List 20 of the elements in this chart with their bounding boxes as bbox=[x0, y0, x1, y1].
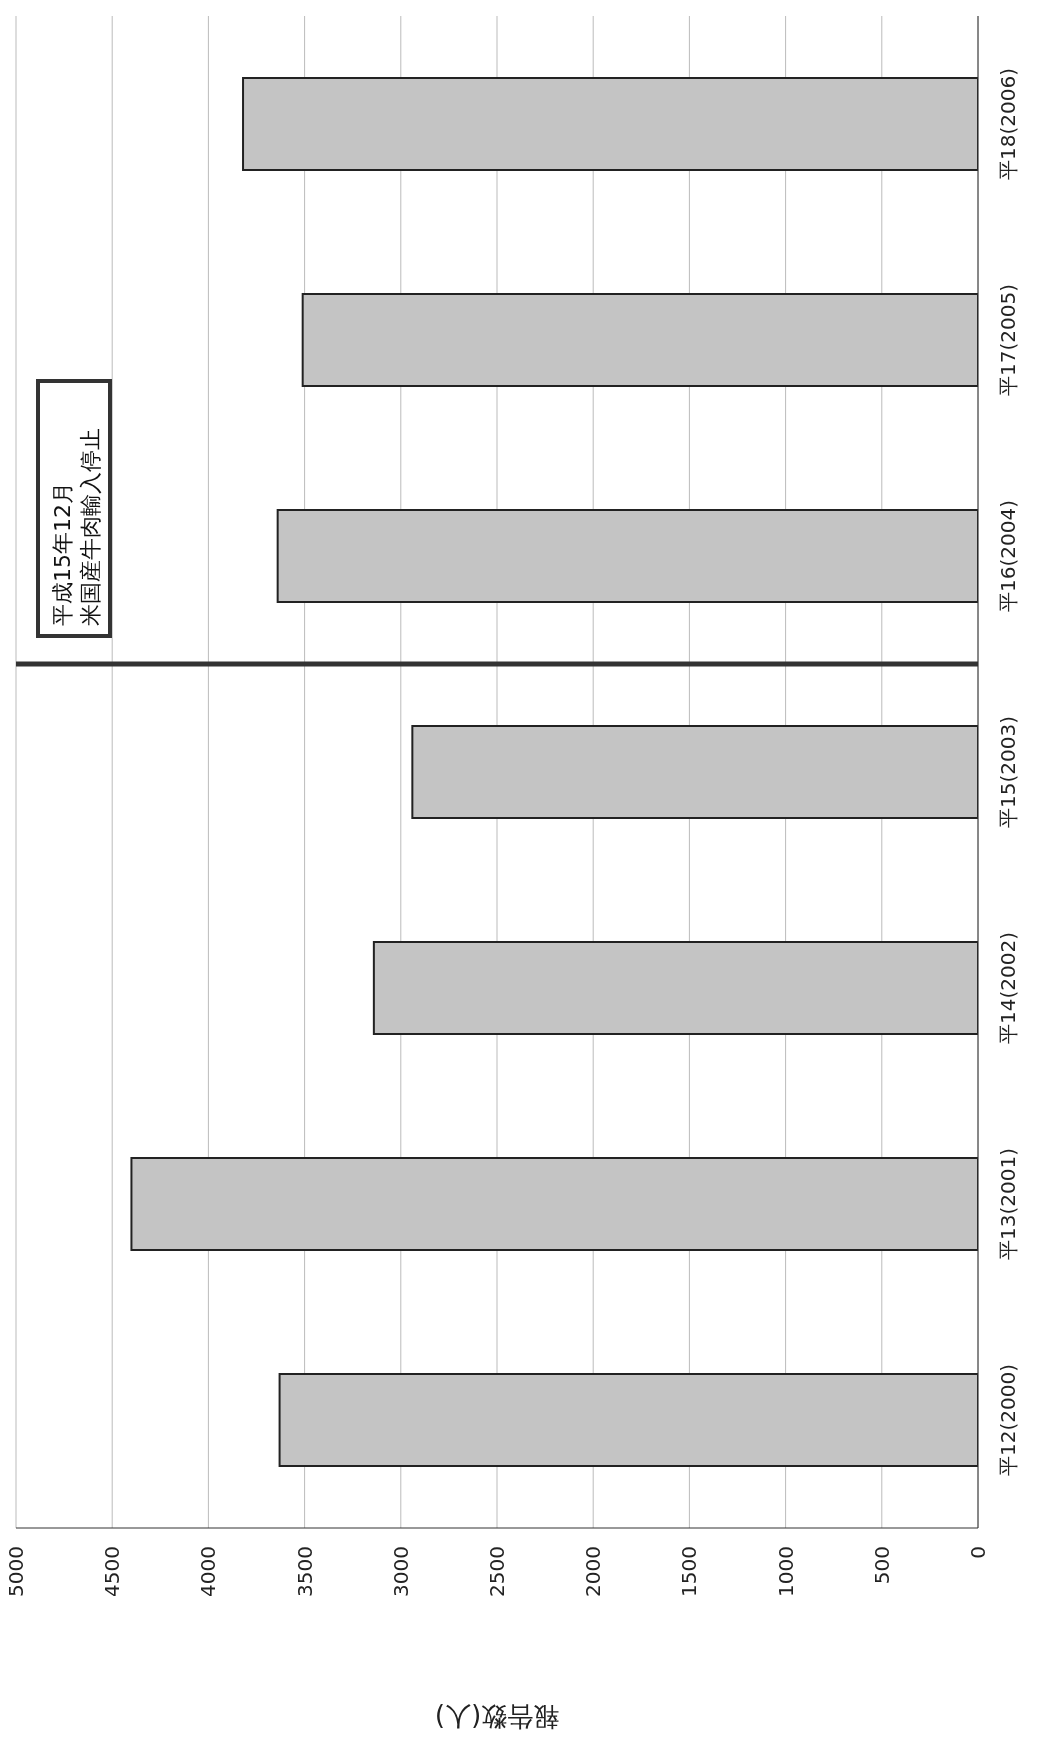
x-tick-label: 3500 bbox=[292, 1546, 317, 1597]
x-tick-label: 2500 bbox=[485, 1546, 509, 1597]
y-tick-label: 平16(2004) bbox=[996, 500, 1020, 612]
x-tick-label: 4000 bbox=[196, 1546, 221, 1597]
y-tick-label: 平13(2001) bbox=[996, 1148, 1020, 1260]
y-tick-label: 平14(2002) bbox=[996, 932, 1020, 1044]
y-tick-label: 平17(2005) bbox=[996, 284, 1020, 396]
x-tick-label: 0 bbox=[966, 1546, 990, 1559]
x-axis-title: 報告数(人) bbox=[434, 1702, 560, 1732]
y-tick-label: 平18(2006) bbox=[996, 68, 1020, 180]
x-tick-label: 500 bbox=[869, 1546, 894, 1585]
y-tick-label: 平15(2003) bbox=[996, 716, 1020, 828]
x-tick-label: 3000 bbox=[388, 1546, 413, 1597]
y-tick-label: 平12(2000) bbox=[996, 1364, 1020, 1476]
x-tick-label: 2000 bbox=[581, 1546, 606, 1597]
x-tick-label: 1000 bbox=[773, 1546, 798, 1597]
x-tick-label: 4500 bbox=[100, 1546, 125, 1597]
ref-line-label: 平成15年12月米国産牛肉輸入停止 bbox=[50, 428, 103, 626]
x-tick-label: 5000 bbox=[4, 1546, 28, 1597]
x-tick-label: 1500 bbox=[677, 1546, 702, 1597]
